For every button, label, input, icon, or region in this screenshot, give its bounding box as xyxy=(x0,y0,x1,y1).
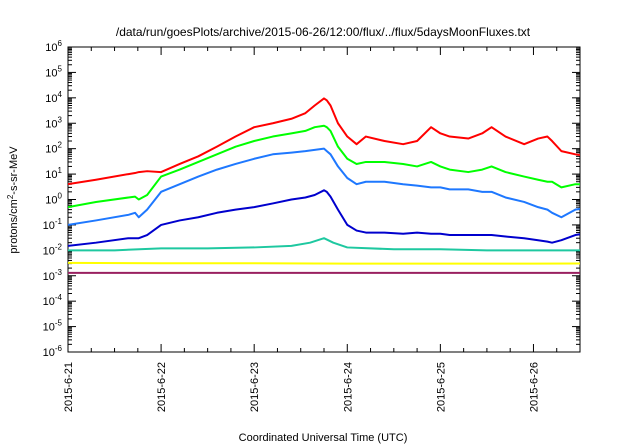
y-tick-label: 10-4 xyxy=(43,293,63,308)
x-axis: 2015-6-21 2015-6-22 2015-6-23 2015-6-24 2015… xyxy=(63,47,581,412)
x-tick-label: 2015-6-26 xyxy=(528,362,540,412)
x-axis-label: Coordinated Universal Time (UTC) xyxy=(239,432,408,444)
y-tick-label: 105 xyxy=(45,64,62,79)
y-tick-label-exp: -3 xyxy=(55,268,63,277)
y-tick-label-exp: 6 xyxy=(58,39,63,48)
y-tick-label: 106 xyxy=(45,39,62,54)
y-tick-label-base: 10 xyxy=(45,42,57,54)
y-tick-label-exp: 0 xyxy=(58,192,63,201)
y-tick-label-exp: 2 xyxy=(58,141,63,150)
y-tick-label: 10-3 xyxy=(43,268,63,283)
x-tick-label: 2015-6-22 xyxy=(156,362,168,412)
y-tick-label-exp: 4 xyxy=(58,90,63,99)
y-tick-label-base: 10 xyxy=(43,245,55,257)
series-line-6 xyxy=(68,271,580,274)
y-axis-label: protons/cm2-s-sr-MeV xyxy=(6,146,20,254)
y-tick-label-exp: -1 xyxy=(55,217,63,226)
y-tick-label: 102 xyxy=(45,141,62,156)
y-axis-label-prefix: protons/cm xyxy=(8,199,20,253)
y-tick-label-exp: -5 xyxy=(55,319,63,328)
series-line-1 xyxy=(68,124,580,209)
y-axis-label-suffix: -s-sr-MeV xyxy=(8,146,20,195)
series-group xyxy=(68,97,580,274)
y-tick-label-base: 10 xyxy=(45,169,57,181)
y-tick-label-base: 10 xyxy=(45,93,57,105)
y-tick-label: 104 xyxy=(45,90,62,105)
x-tick-label: 2015-6-23 xyxy=(249,362,261,412)
y-tick-label-base: 10 xyxy=(43,322,55,334)
y-tick-label: 100 xyxy=(45,192,62,207)
y-tick-label: 10-2 xyxy=(43,242,63,257)
y-tick-label: 10-1 xyxy=(43,217,63,232)
y-tick-label-exp: 3 xyxy=(58,115,63,124)
chart-title: /data/run/goesPlots/archive/2015-06-26/1… xyxy=(116,25,531,39)
y-tick-label-base: 10 xyxy=(45,67,57,79)
y-tick-label-exp: 5 xyxy=(58,64,63,73)
y-tick-label-base: 10 xyxy=(43,296,55,308)
y-tick-label-base: 10 xyxy=(43,271,55,283)
y-tick-label-base: 10 xyxy=(45,195,57,207)
y-tick-label-base: 10 xyxy=(45,144,57,156)
y-tick-label-base: 10 xyxy=(43,347,55,359)
x-tick-label: 2015-6-21 xyxy=(63,362,75,412)
series-line-0 xyxy=(68,97,580,186)
y-tick-label-base: 10 xyxy=(43,220,55,232)
y-tick-label-exp: -2 xyxy=(55,242,63,251)
y-tick-label-base: 10 xyxy=(45,118,57,130)
y-tick-label: 10-6 xyxy=(43,344,63,359)
y-tick-label: 101 xyxy=(45,166,62,181)
x-tick-label: 2015-6-24 xyxy=(342,362,354,412)
y-tick-label: 103 xyxy=(45,115,62,130)
plot-frame xyxy=(67,46,581,353)
y-tick-label-exp: -4 xyxy=(55,293,63,302)
series-line-5 xyxy=(68,261,580,265)
y-tick-label-exp: 1 xyxy=(58,166,63,175)
y-tick-label-exp: -6 xyxy=(55,344,63,353)
series-line-3 xyxy=(68,189,580,247)
x-tick-label: 2015-6-25 xyxy=(435,362,447,412)
series-line-4 xyxy=(68,237,580,252)
y-axis-label-sup: 2 xyxy=(6,194,15,199)
y-tick-label: 10-5 xyxy=(43,319,63,334)
series-line-2 xyxy=(68,147,580,226)
